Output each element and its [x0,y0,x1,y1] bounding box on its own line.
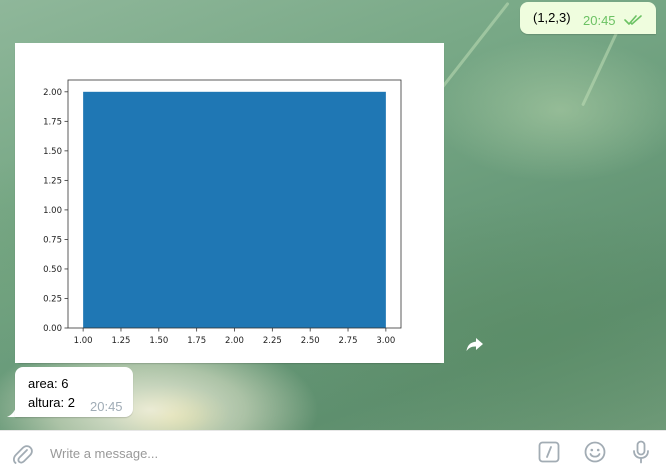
y-tick-label: 0.25 [43,294,62,304]
bar-chart: 1.00 1.25 1.50 1.75 2.00 2.25 2.50 2.75 3.00 0.00… [15,43,444,363]
x-tick-label: 1.00 [74,336,93,346]
x-tick-label: 1.50 [149,336,168,346]
incoming-bubble-tail [7,405,17,417]
message-text: (1,2,3) [533,10,571,25]
y-tick-label: 0.50 [43,265,62,275]
message-time: 20:45 [583,13,616,28]
chart-bar [83,91,386,328]
y-tick-label: 1.25 [43,176,62,186]
bot-commands-icon[interactable] [538,441,560,463]
outgoing-message-bubble[interactable]: (1,2,3) 20:45 [520,2,656,34]
x-tick-label: 1.25 [112,336,131,346]
x-tick-label: 2.50 [301,336,320,346]
share-arrow-icon[interactable] [463,333,485,355]
y-tick-label: 1.50 [43,147,62,157]
x-tick-label: 3.00 [376,336,395,346]
y-tick-label: 1.00 [43,206,62,216]
x-tick-label: 2.25 [263,336,282,346]
x-tick-label: 2.00 [225,336,244,346]
emoji-icon[interactable] [584,441,606,463]
wallpaper-grass-stem [433,1,510,99]
wallpaper-grass-stem [581,23,622,107]
y-tick-label: 0.75 [43,235,62,245]
message-line-area: area: 6 [28,376,69,391]
y-tick-label: 0.00 [43,324,62,334]
message-time: 20:45 [90,399,123,414]
image-message-bubble[interactable]: 1.00 1.25 1.50 1.75 2.00 2.25 2.50 2.75 3.00 0.00… [15,43,444,363]
incoming-message-bubble[interactable]: area: 6 altura: 2 20:45 [15,367,133,417]
message-composer [0,430,666,474]
message-input[interactable] [50,443,520,463]
microphone-icon[interactable] [632,440,650,464]
y-tick-label: 2.00 [43,88,62,98]
y-tick-label: 1.75 [43,117,62,127]
x-tick-label: 2.75 [339,336,358,346]
message-line-altura: altura: 2 [28,395,75,410]
x-tick-label: 1.75 [187,336,206,346]
paperclip-icon[interactable] [11,441,33,465]
double-check-icon [624,15,642,25]
